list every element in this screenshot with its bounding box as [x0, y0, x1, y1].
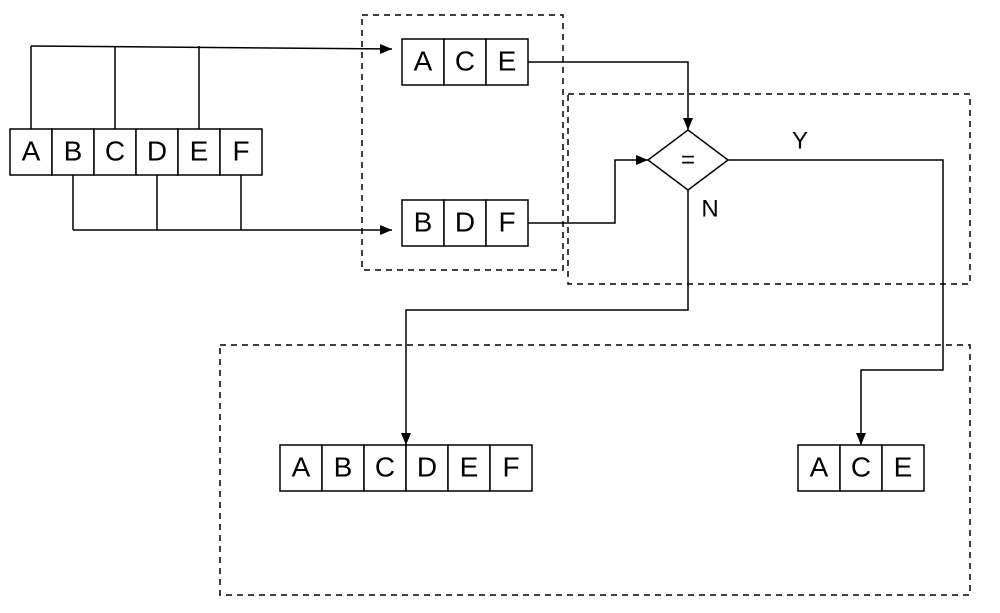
cell-label: A	[292, 451, 311, 482]
cell-label: E	[498, 45, 517, 76]
cell-label: E	[460, 451, 479, 482]
cell-label: F	[502, 451, 519, 482]
cell-label: F	[232, 135, 249, 166]
cell-label: A	[810, 451, 829, 482]
cell-label: C	[105, 135, 125, 166]
arrowhead	[683, 118, 693, 130]
arrowhead	[856, 433, 866, 445]
arrowhead	[401, 433, 411, 445]
seq-input: ABCDEF	[10, 129, 262, 175]
e-odd-diamond	[528, 62, 688, 130]
cell-label: F	[498, 206, 515, 237]
cell-label: D	[417, 451, 437, 482]
cell-label: A	[22, 135, 41, 166]
cell-label: E	[190, 135, 209, 166]
cell-label: B	[414, 206, 433, 237]
cell-label: B	[334, 451, 353, 482]
group-compare	[568, 94, 970, 284]
e-even-diamond	[528, 160, 648, 223]
decision-no-label: N	[701, 195, 718, 222]
arrowhead	[380, 225, 392, 235]
cell-label: C	[851, 451, 871, 482]
decision-yes-label: Y	[792, 127, 808, 154]
cell-label: B	[64, 135, 83, 166]
cell-label: A	[414, 45, 433, 76]
cell-label: E	[894, 451, 913, 482]
cell-label: C	[455, 45, 475, 76]
cell-label: D	[147, 135, 167, 166]
seq-out-yes: ACE	[798, 445, 924, 491]
e-input-odd-bus	[31, 46, 392, 49]
cell-label: C	[375, 451, 395, 482]
cell-label: D	[455, 206, 475, 237]
seq-out-no: ABCDEF	[280, 445, 532, 491]
e-diamond-Y	[728, 160, 943, 445]
arrowhead	[380, 44, 392, 54]
arrowhead	[636, 155, 648, 165]
seq-odd: ACE	[402, 39, 528, 85]
seq-even: BDF	[402, 200, 528, 246]
decision-symbol: =	[681, 146, 695, 173]
flow-diagram: =YNABCDEFACEBDFABCDEFACE	[0, 0, 1000, 613]
